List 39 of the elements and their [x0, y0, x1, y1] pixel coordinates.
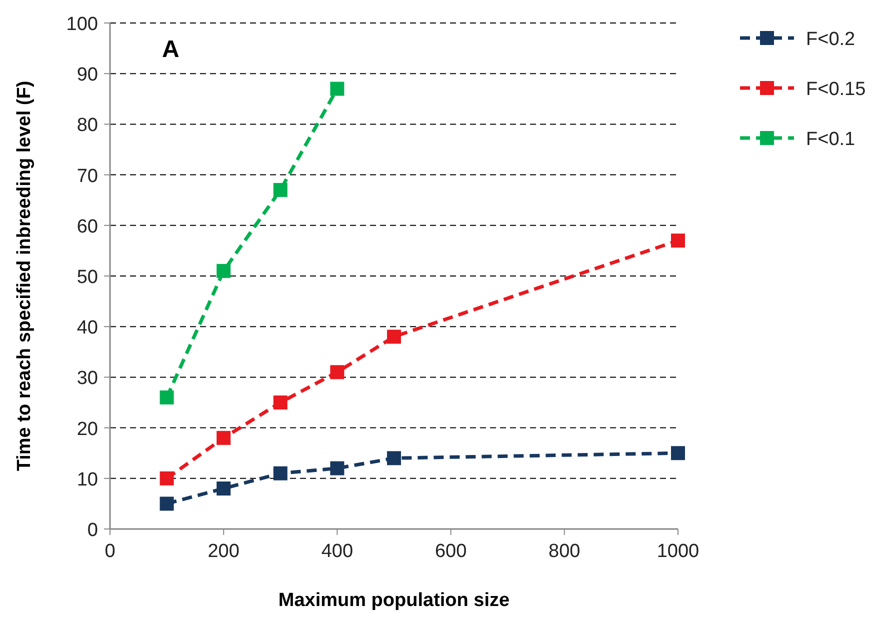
y-tick-label: 40 — [76, 318, 98, 339]
y-tick-label: 50 — [76, 267, 98, 288]
y-tick-label: 10 — [76, 469, 98, 490]
x-tick-label: 0 — [104, 541, 116, 562]
point — [160, 471, 174, 486]
point — [216, 482, 231, 496]
x-tick-label: 600 — [434, 541, 467, 562]
legend-label: F<0.2 — [806, 29, 856, 50]
point — [671, 234, 685, 248]
point — [216, 430, 231, 445]
y-tick-label: 70 — [76, 166, 98, 187]
x-tick-label: 400 — [321, 541, 354, 562]
point — [330, 461, 344, 476]
y-tick-label: 30 — [76, 368, 98, 390]
legend-label: F<0.15 — [806, 79, 866, 100]
x-tick-label: 800 — [548, 541, 580, 562]
y-tick-label: 60 — [76, 216, 98, 238]
point — [273, 396, 288, 410]
legend-label: F<0.1 — [806, 129, 856, 150]
y-axis-title: Time to reach specified inbreeding level (F) — [14, 80, 35, 472]
y-tick-label: 20 — [76, 418, 98, 440]
x-axis-title: Maximum population size — [278, 590, 510, 611]
y-tick-label: 80 — [76, 115, 98, 136]
x-tick-label: 1000 — [656, 541, 700, 562]
point — [387, 451, 401, 466]
point — [330, 82, 344, 96]
y-tick-label: 100 — [66, 14, 98, 35]
point — [160, 496, 174, 511]
annotation: A — [162, 36, 180, 63]
x-tick-label: 200 — [208, 541, 240, 562]
point — [273, 466, 288, 480]
y-tick-label: 0 — [87, 520, 98, 541]
point — [671, 446, 685, 460]
point — [330, 365, 344, 380]
point — [160, 390, 174, 404]
y-tick-label: 90 — [76, 64, 98, 86]
point — [273, 182, 288, 197]
point — [387, 330, 401, 344]
point — [216, 264, 231, 278]
